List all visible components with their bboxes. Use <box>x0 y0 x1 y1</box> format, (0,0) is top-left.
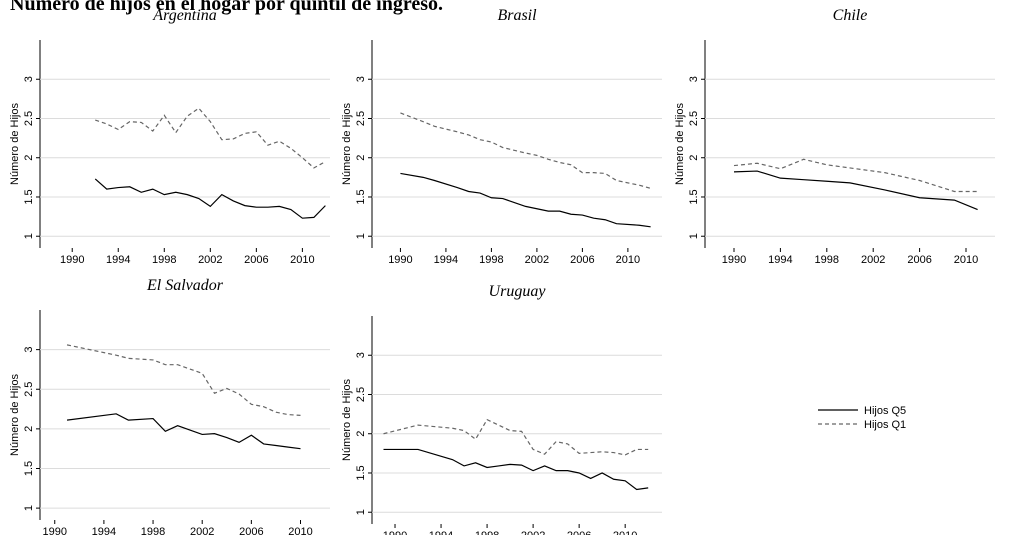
y-tick-label: 2.5 <box>355 387 367 402</box>
x-tick-label: 1994 <box>768 254 792 266</box>
x-tick-label: 2010 <box>290 254 314 266</box>
y-tick-label: 2 <box>688 155 700 161</box>
y-tick-label: 3 <box>688 76 700 82</box>
x-tick-label: 2006 <box>567 530 591 535</box>
x-tick-label: 2006 <box>239 526 263 535</box>
x-tick-label: 2010 <box>288 526 312 535</box>
x-tick-label: 2002 <box>521 530 545 535</box>
x-tick-label: 2002 <box>861 254 885 266</box>
series-line <box>66 344 301 416</box>
x-tick-label: 2006 <box>244 254 268 266</box>
x-tick-label: 1990 <box>388 254 412 266</box>
y-tick-label: 2 <box>23 155 35 161</box>
series-line <box>383 418 649 456</box>
panel-title: Brasil <box>497 7 537 24</box>
x-tick-label: 1994 <box>434 254 458 266</box>
series-line <box>383 448 649 491</box>
legend-label: Hijos Q5 <box>864 405 906 417</box>
x-tick-label: 1998 <box>152 254 176 266</box>
series-line <box>66 413 301 450</box>
y-tick-label: 2 <box>355 155 367 161</box>
x-tick-label: 1990 <box>383 530 407 535</box>
y-tick-label: 1 <box>355 233 367 239</box>
x-tick-label: 1998 <box>475 530 499 535</box>
x-tick-label: 2002 <box>525 254 549 266</box>
y-tick-label: 3 <box>355 352 367 358</box>
series-line <box>400 112 651 189</box>
y-tick-label: 1.5 <box>23 461 35 476</box>
y-tick-label: 1.5 <box>355 189 367 204</box>
x-tick-label: 1990 <box>43 526 67 535</box>
x-tick-label: 1994 <box>106 254 130 266</box>
x-tick-label: 2006 <box>907 254 931 266</box>
y-tick-label: 3 <box>23 347 35 353</box>
x-tick-label: 2010 <box>613 530 637 535</box>
y-tick-label: 1.5 <box>688 189 700 204</box>
x-tick-label: 1994 <box>92 526 116 535</box>
y-axis-label: Número de Hijos <box>9 374 21 456</box>
x-tick-label: 1998 <box>141 526 165 535</box>
panel-title: El Salvador <box>146 277 224 294</box>
y-tick-label: 2.5 <box>688 111 700 126</box>
x-tick-label: 2010 <box>954 254 978 266</box>
panel-title: Chile <box>833 7 868 24</box>
series-line <box>733 170 978 211</box>
page-title: Número de hijos en el hogar por quintil … <box>10 0 443 15</box>
x-tick-label: 1998 <box>479 254 503 266</box>
y-axis-label: Número de Hijos <box>341 103 353 185</box>
y-tick-label: 2 <box>23 426 35 432</box>
x-tick-label: 1990 <box>60 254 84 266</box>
y-tick-label: 1 <box>355 509 367 515</box>
x-tick-label: 2006 <box>570 254 594 266</box>
y-tick-label: 1 <box>688 233 700 239</box>
series-line <box>94 178 326 219</box>
x-tick-label: 2010 <box>616 254 640 266</box>
y-tick-label: 1 <box>23 233 35 239</box>
series-line <box>400 172 651 228</box>
y-tick-label: 1 <box>23 505 35 511</box>
y-tick-label: 2.5 <box>23 111 35 126</box>
y-axis-label: Número de Hijos <box>9 103 21 185</box>
y-tick-label: 1.5 <box>23 189 35 204</box>
y-axis-label: Número de Hijos <box>674 103 686 185</box>
panel-title: Argentina <box>152 7 216 24</box>
x-tick-label: 2002 <box>198 254 222 266</box>
y-tick-label: 3 <box>355 76 367 82</box>
series-line <box>95 107 326 169</box>
y-tick-label: 2 <box>355 431 367 437</box>
y-tick-label: 1.5 <box>355 465 367 480</box>
series-line <box>733 158 978 193</box>
y-tick-label: 3 <box>23 76 35 82</box>
y-tick-label: 2.5 <box>23 382 35 397</box>
panel-title: Uruguay <box>489 283 547 300</box>
y-tick-label: 2.5 <box>355 111 367 126</box>
x-tick-label: 1990 <box>722 254 746 266</box>
x-tick-label: 1998 <box>815 254 839 266</box>
x-tick-label: 1994 <box>429 530 453 535</box>
x-tick-label: 2002 <box>190 526 214 535</box>
y-axis-label: Número de Hijos <box>341 379 353 461</box>
legend-label: Hijos Q1 <box>864 419 906 431</box>
